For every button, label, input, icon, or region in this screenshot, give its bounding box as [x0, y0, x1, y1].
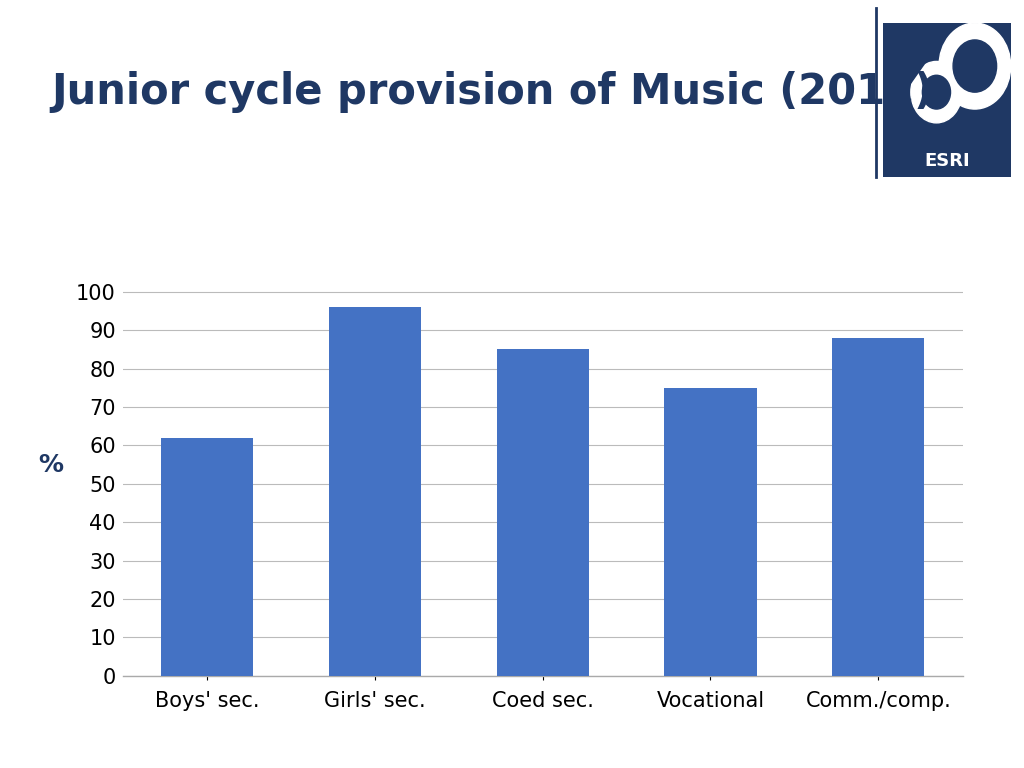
Y-axis label: %: %: [39, 452, 63, 477]
Bar: [329, 307, 421, 676]
Polygon shape: [883, 23, 953, 123]
Circle shape: [939, 23, 1011, 109]
Bar: [665, 388, 757, 676]
Bar: [833, 338, 925, 676]
Circle shape: [911, 61, 963, 123]
FancyBboxPatch shape: [883, 23, 1011, 177]
Text: ESRI: ESRI: [924, 152, 970, 170]
Bar: [161, 438, 253, 676]
Circle shape: [923, 75, 950, 109]
Bar: [497, 349, 589, 676]
Circle shape: [953, 40, 996, 92]
Text: Junior cycle provision of Music (2011): Junior cycle provision of Music (2011): [51, 71, 933, 113]
